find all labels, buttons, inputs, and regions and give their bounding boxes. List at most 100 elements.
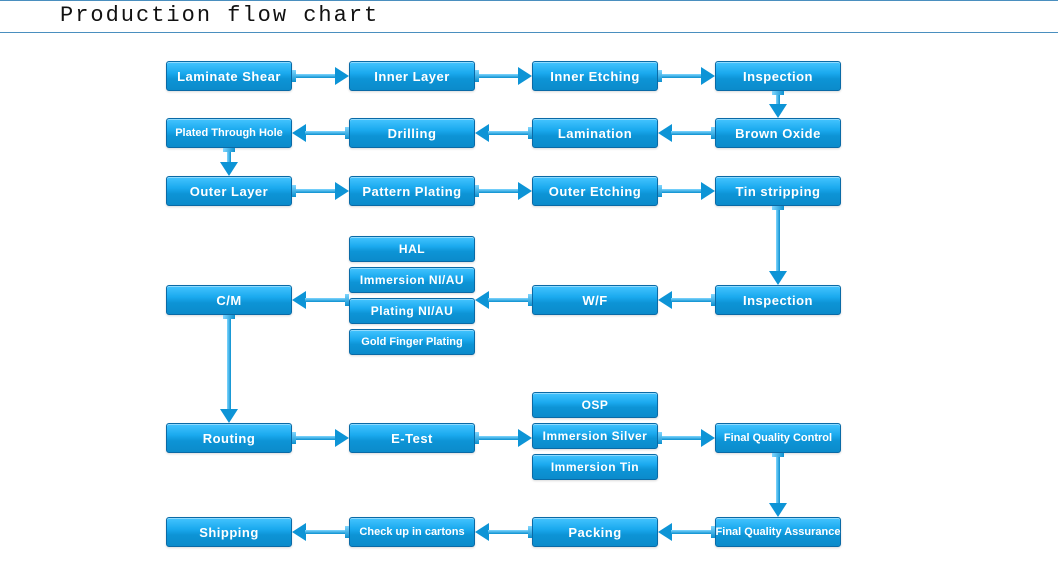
node-immersion-silver: Immersion Silver (532, 423, 658, 449)
node-label-final-qc: Final Quality Control (724, 432, 832, 444)
node-packing: Packing (532, 517, 658, 547)
arrow-head-left-icon (292, 291, 306, 309)
edge-routing-to-etest (292, 429, 349, 447)
node-inner-etching: Inner Etching (532, 61, 658, 91)
node-label-hal: HAL (399, 242, 425, 256)
node-inspection-2: Inspection (715, 285, 841, 315)
edge-cm-to-routing (220, 315, 238, 423)
node-label-wf: W/F (582, 293, 607, 308)
arrow-shaft (671, 131, 711, 135)
edge-final-qc-to-final-qa (769, 453, 787, 517)
arrow-shaft (662, 74, 702, 78)
edge-inner-layer-to-inner-etching (475, 67, 532, 85)
arrow-shaft (296, 189, 336, 193)
edge-inspection-1-to-brown-oxide (769, 91, 787, 118)
node-outer-etching: Outer Etching (532, 176, 658, 206)
node-laminate-shear: Laminate Shear (166, 61, 292, 91)
arrow-tail (528, 294, 532, 306)
edge-etest-to-immersion-silver (475, 429, 532, 447)
node-pattern-plating: Pattern Plating (349, 176, 475, 206)
arrow-tail (711, 294, 715, 306)
node-label-immersion-silver: Immersion Silver (543, 429, 648, 443)
node-outer-layer: Outer Layer (166, 176, 292, 206)
node-label-immersion-niau: Immersion NI/AU (360, 273, 464, 287)
node-shipping: Shipping (166, 517, 292, 547)
node-plated-through-hole: Plated Through Hole (166, 118, 292, 148)
arrow-shaft (671, 530, 711, 534)
node-label-tin-stripping: Tin stripping (736, 184, 821, 199)
arrow-tail (711, 127, 715, 139)
arrow-shaft (296, 74, 336, 78)
node-label-immersion-tin: Immersion Tin (551, 460, 639, 474)
edge-plated-through-hole-to-outer-layer (220, 148, 238, 176)
node-label-check-cartons: Check up in cartons (359, 526, 464, 538)
edge-inspection-2-to-wf (658, 291, 715, 309)
node-etest: E-Test (349, 423, 475, 453)
node-inspection-1: Inspection (715, 61, 841, 91)
node-routing: Routing (166, 423, 292, 453)
arrow-head-right-icon (518, 429, 532, 447)
node-label-lamination: Lamination (558, 126, 632, 141)
arrow-head-down-icon (220, 409, 238, 423)
edge-inner-etching-to-inspection-1 (658, 67, 715, 85)
node-wf: W/F (532, 285, 658, 315)
flowchart-canvas: Laminate Shear Inner Layer Inner Etching In… (0, 0, 1058, 582)
arrow-tail (345, 294, 349, 306)
arrow-head-right-icon (701, 67, 715, 85)
node-cm: C/M (166, 285, 292, 315)
arrow-shaft (305, 298, 345, 302)
edge-lamination-to-drilling (475, 124, 532, 142)
arrow-tail (345, 526, 349, 538)
arrow-tail (528, 127, 532, 139)
arrow-tail (528, 526, 532, 538)
arrow-tail (345, 127, 349, 139)
node-label-inspection-1: Inspection (743, 69, 813, 84)
node-final-qc: Final Quality Control (715, 423, 841, 453)
edge-brown-oxide-to-lamination (658, 124, 715, 142)
edge-wf-to-plating-niau (475, 291, 532, 309)
node-label-shipping: Shipping (199, 525, 259, 540)
edge-final-qa-to-packing (658, 523, 715, 541)
node-label-outer-etching: Outer Etching (549, 184, 641, 199)
edge-pattern-plating-to-outer-etching (475, 182, 532, 200)
arrow-head-right-icon (335, 182, 349, 200)
node-label-cm: C/M (216, 293, 241, 308)
node-final-qa: Final Quality Assurance (715, 517, 841, 547)
arrow-shaft (305, 530, 345, 534)
node-label-routing: Routing (203, 431, 256, 446)
node-label-brown-oxide: Brown Oxide (735, 126, 821, 141)
node-inner-layer: Inner Layer (349, 61, 475, 91)
node-label-pattern-plating: Pattern Plating (362, 184, 461, 199)
arrow-head-right-icon (335, 429, 349, 447)
node-brown-oxide: Brown Oxide (715, 118, 841, 148)
arrow-head-left-icon (658, 291, 672, 309)
edge-check-cartons-to-shipping (292, 523, 349, 541)
arrow-head-left-icon (658, 523, 672, 541)
arrow-shaft (305, 131, 345, 135)
node-label-osp: OSP (582, 398, 609, 412)
node-label-plating-niau: Plating NI/AU (371, 304, 454, 318)
arrow-head-down-icon (769, 104, 787, 118)
node-immersion-niau: Immersion NI/AU (349, 267, 475, 293)
arrow-shaft (296, 436, 336, 440)
edge-outer-layer-to-pattern-plating (292, 182, 349, 200)
edge-outer-etching-to-tin-stripping (658, 182, 715, 200)
arrow-shaft (662, 436, 702, 440)
arrow-shaft (479, 74, 519, 78)
node-label-plated-through-hole: Plated Through Hole (175, 127, 283, 139)
arrow-shaft (227, 319, 231, 410)
node-hal: HAL (349, 236, 475, 262)
arrow-head-left-icon (658, 124, 672, 142)
node-tin-stripping: Tin stripping (715, 176, 841, 206)
arrow-head-right-icon (518, 182, 532, 200)
node-label-laminate-shear: Laminate Shear (177, 69, 281, 84)
node-label-inner-layer: Inner Layer (374, 69, 450, 84)
edge-laminate-shear-to-inner-layer (292, 67, 349, 85)
node-label-inner-etching: Inner Etching (550, 69, 640, 84)
node-immersion-tin: Immersion Tin (532, 454, 658, 480)
arrow-head-left-icon (292, 124, 306, 142)
edge-immersion-silver-to-final-qc (658, 429, 715, 447)
arrow-shaft (479, 436, 519, 440)
arrow-head-right-icon (701, 429, 715, 447)
arrow-shaft (479, 189, 519, 193)
